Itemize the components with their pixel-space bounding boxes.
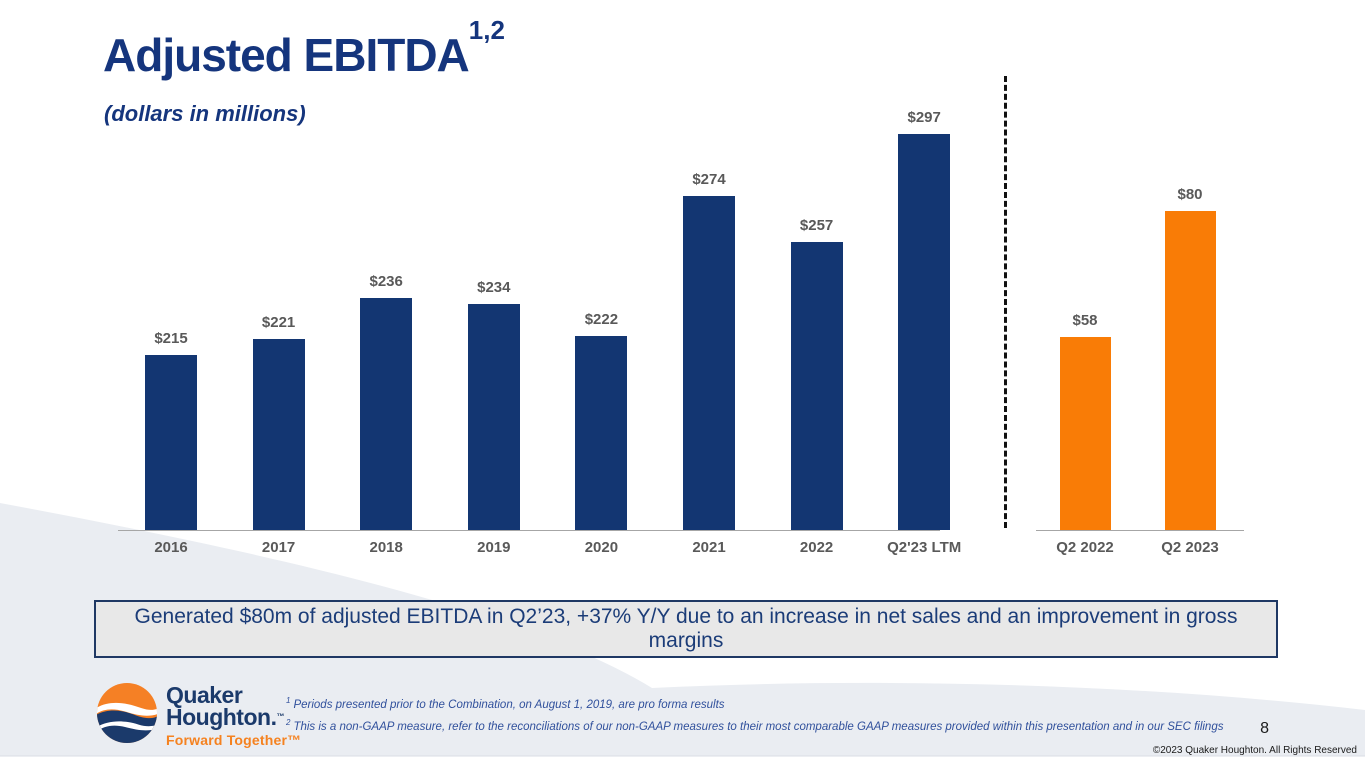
bar-value-label: $274 [692, 171, 726, 188]
bar-q2-2022 [1059, 337, 1111, 530]
bar-value-label: $257 [799, 217, 834, 234]
bar-value-label: $221 [261, 314, 296, 331]
logo-trademark-symbol: ™ [276, 712, 284, 721]
title-footnote-superscript: 1,2 [468, 14, 505, 45]
bar-2019 [467, 304, 520, 530]
bar-value-label: $215 [154, 330, 188, 347]
bar-2020 [575, 336, 628, 530]
bar-2017 [252, 339, 305, 530]
page-title-text: Adjusted EBITDA [103, 29, 470, 81]
x-axis-label: Q2 2022 [1056, 539, 1114, 556]
x-axis-label: 2018 [369, 539, 403, 556]
footnotes-block: 1 Periods presented prior to the Combinat… [286, 692, 1236, 736]
x-axis-label: 2019 [477, 539, 511, 556]
bar-2021 [683, 196, 735, 530]
x-axis-label: 2022 [799, 539, 834, 556]
bottom-white-strip [0, 756, 1365, 768]
x-axis-label: 2017 [261, 539, 296, 556]
x-axis-label: Q2'23 LTM [887, 539, 962, 556]
footnote-1-marker: 1 [286, 696, 291, 705]
bar-value-label: $234 [477, 279, 511, 296]
footnote-2-text: This is a non-GAAP measure, refer to the… [293, 720, 1224, 733]
logo-word-houghton: Houghton.™ [166, 704, 284, 730]
chart-section-divider-dashed-line [1004, 76, 1007, 528]
bar-2018 [360, 298, 413, 530]
copyright-notice: ©2023 Quaker Houghton. All Rights Reserv… [1152, 745, 1357, 756]
bar-value-label: $58 [1072, 312, 1098, 329]
bar-q2-2023 [1164, 211, 1216, 530]
bar-2022 [790, 242, 843, 530]
logo-word-quaker: Quaker [166, 682, 243, 708]
logo-wordmark: Quaker Houghton.™ Forward Together™ [166, 682, 302, 749]
bar-2016 [145, 355, 197, 530]
key-message-callout-box: Generated $80m of adjusted EBITDA in Q2’… [94, 600, 1278, 658]
chart-units-subtitle: (dollars in millions) [104, 101, 306, 126]
footnote-2: 2 This is a non-GAAP measure, refer to th… [286, 714, 1236, 736]
bar-value-label: $297 [907, 109, 941, 126]
callout-text: Generated $80m of adjusted EBITDA in Q2’… [134, 605, 1238, 652]
page-title: Adjusted EBITDA1,2 [103, 15, 505, 82]
logo-tagline: Forward Together™ [166, 732, 302, 748]
quaker-houghton-logo-icon [96, 682, 158, 744]
x-axis-label: 2020 [584, 539, 619, 556]
footnote-2-marker: 2 [286, 717, 291, 727]
page-number: 8 [1260, 720, 1269, 737]
bar-value-label: $236 [369, 273, 403, 290]
quarterly-x-axis-line [1036, 530, 1244, 531]
swoosh-gray-shape [0, 503, 1365, 756]
x-axis-label: 2021 [692, 539, 726, 556]
annual-x-axis-line [118, 530, 940, 531]
footnote-1-text: Periods presented prior to the Combinati… [293, 698, 725, 711]
x-axis-label: Q2 2023 [1161, 539, 1219, 556]
quaker-houghton-logo: Quaker Houghton.™ Forward Together™ [96, 682, 301, 748]
bar-q2-23-ltm [898, 134, 951, 530]
footnote-1: 1 Periods presented prior to the Combinat… [286, 692, 1236, 714]
x-axis-label: 2016 [154, 539, 188, 556]
bar-value-label: $80 [1177, 186, 1203, 203]
bar-value-label: $222 [584, 311, 619, 328]
